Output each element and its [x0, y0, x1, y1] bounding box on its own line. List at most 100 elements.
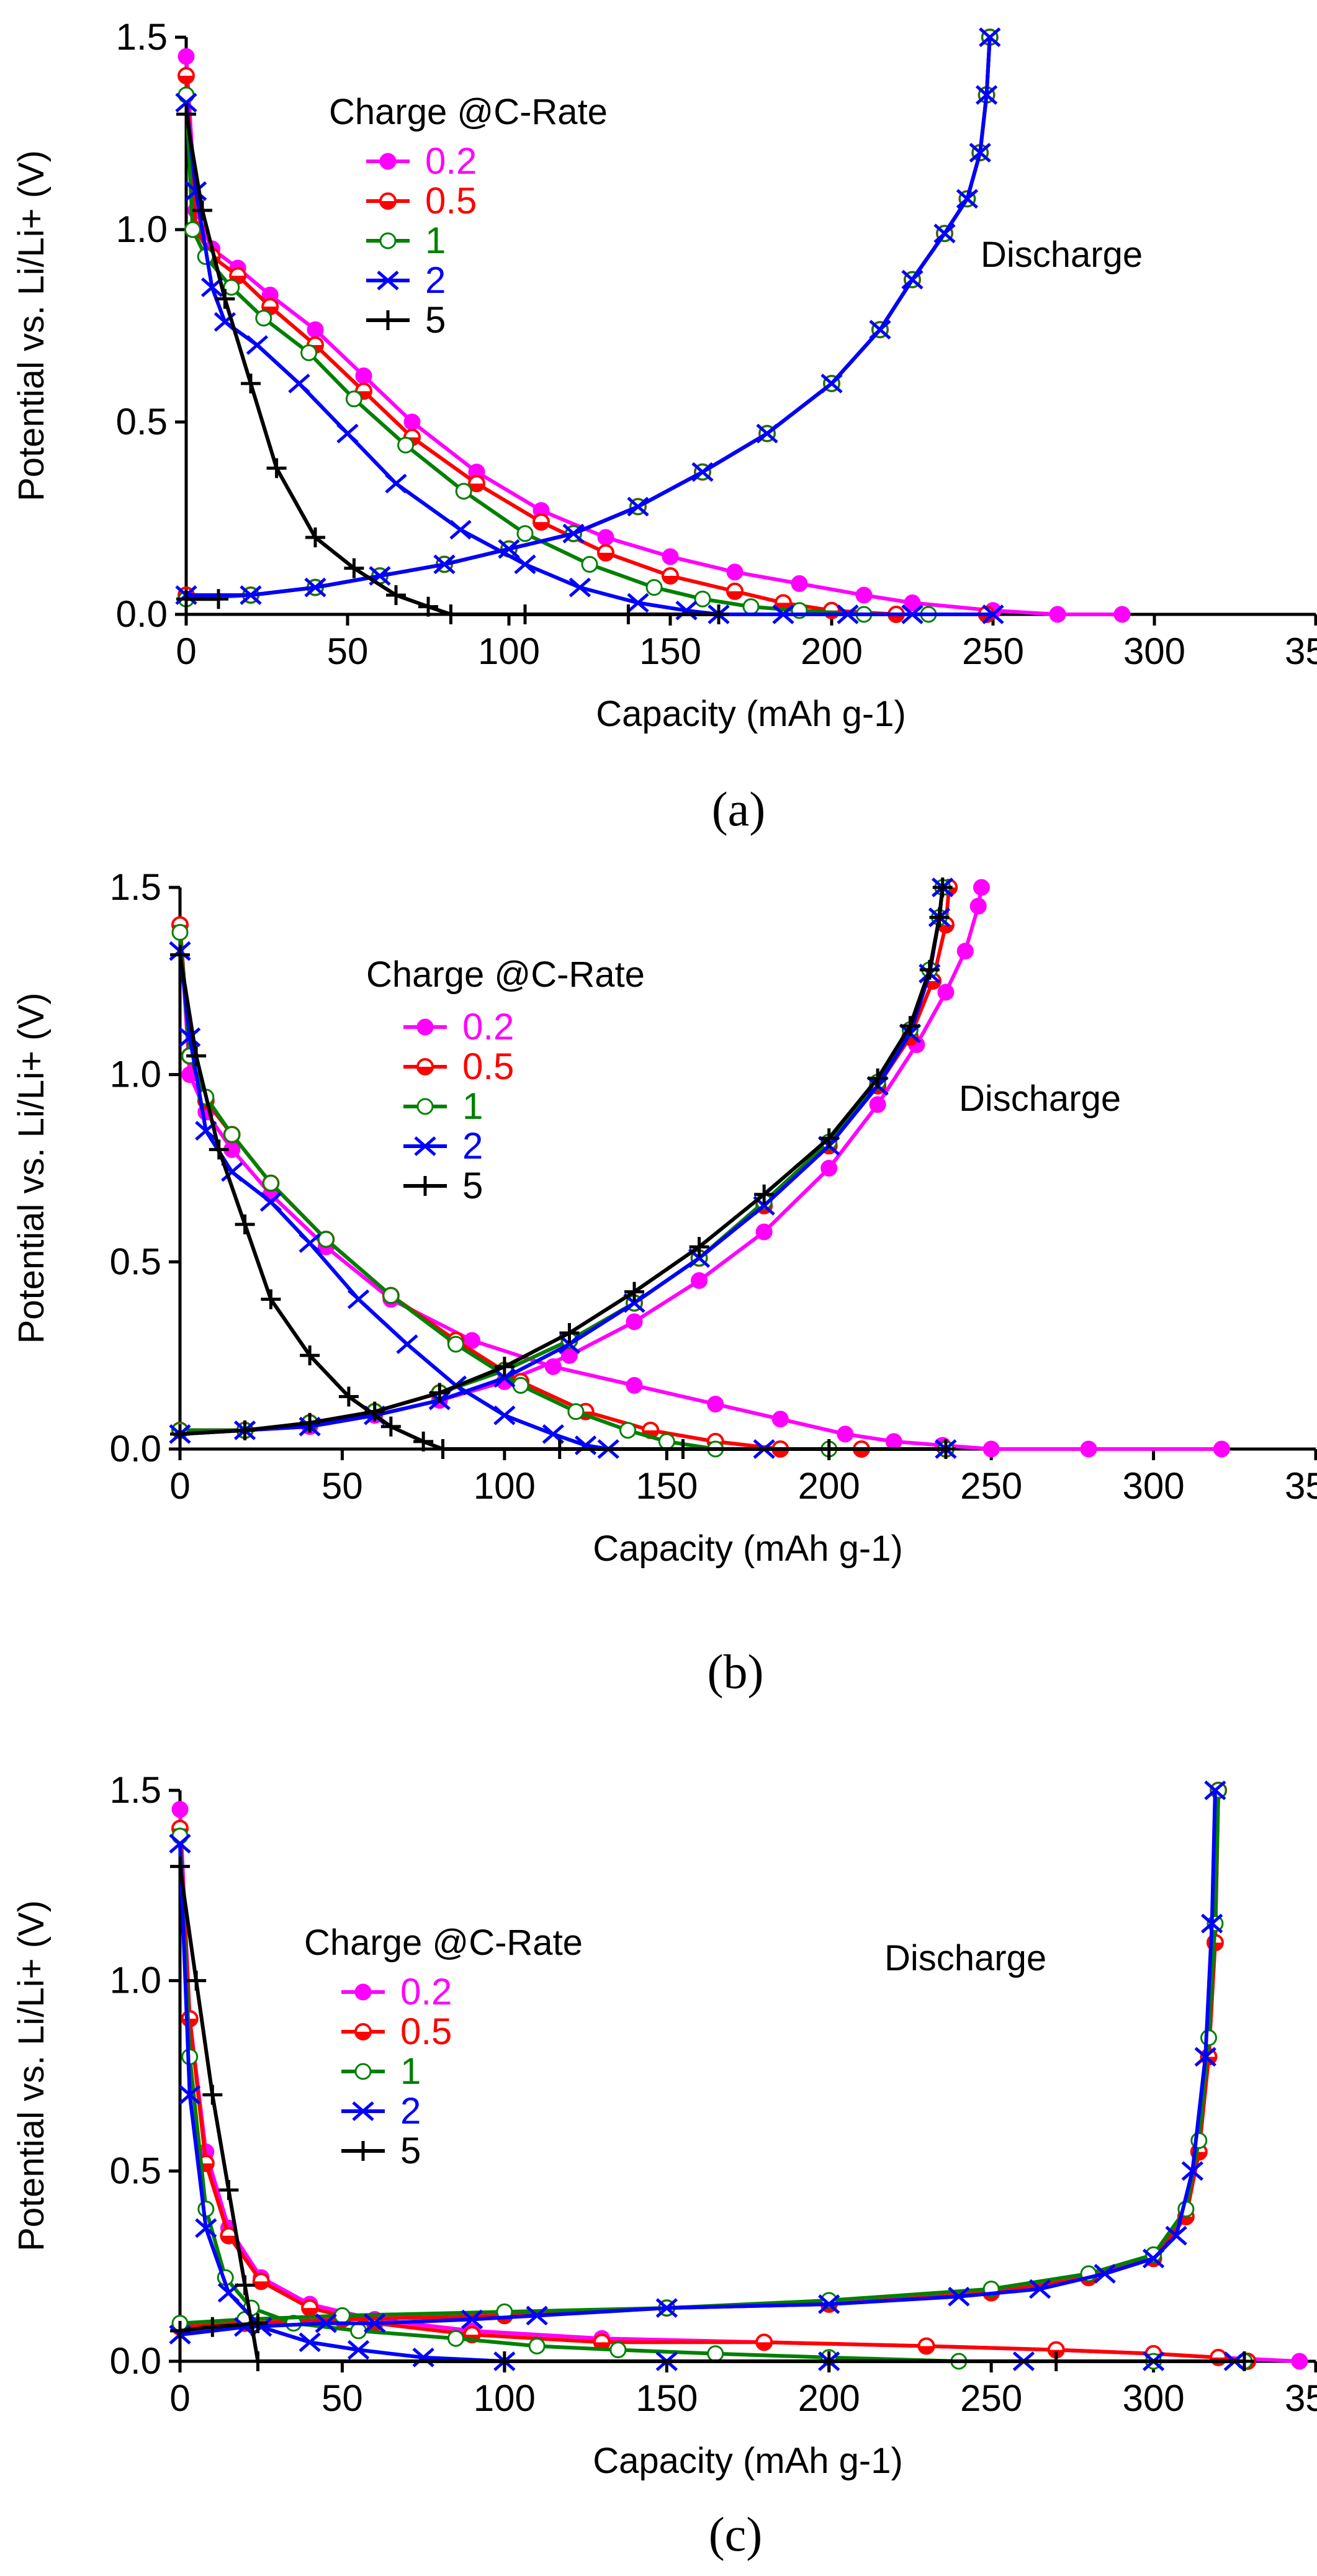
chart-panel-a: 0 50 100 150 200 250 300 350 0.0 0.5 1.0 1.5 Capacit… [11, 16, 1317, 836]
x-tick-label: 350 [1285, 631, 1317, 672]
series-0_2 [171, 1782, 1308, 2370]
data-point [726, 563, 744, 581]
data-point [382, 1287, 400, 1304]
x-tick-label: 350 [1285, 1465, 1317, 1507]
legend-marker [353, 2141, 373, 2161]
series-line-discharge [178, 1788, 1217, 2337]
panel-label: (c) [709, 2507, 763, 2561]
data-point [515, 604, 535, 624]
data-point [597, 529, 614, 546]
data-point [691, 462, 714, 482]
x-tick-label: 100 [474, 1465, 536, 1507]
data-point [461, 2309, 483, 2330]
data-point [929, 907, 950, 928]
annotation-discharge: Discharge [981, 235, 1143, 275]
data-point [347, 2340, 370, 2360]
data-point [217, 2282, 240, 2303]
data-point [170, 2320, 190, 2341]
data-point [900, 1016, 920, 1036]
data-point [195, 2218, 217, 2238]
x-tick-label: 300 [1123, 2377, 1185, 2419]
data-point [336, 423, 359, 444]
data-point [386, 585, 406, 605]
data-point [418, 596, 438, 617]
data-point [597, 544, 614, 562]
x-tick-label: 0 [176, 631, 196, 672]
data-point [350, 2322, 367, 2340]
data-point [202, 2085, 223, 2105]
series-0_2 [171, 879, 1230, 1458]
data-point [169, 1833, 191, 1854]
data-point [178, 67, 195, 84]
data-point [975, 85, 998, 105]
data-point [756, 423, 778, 444]
x-tick-label: 50 [321, 1465, 363, 1507]
data-point [412, 2347, 434, 2367]
data-point [176, 589, 196, 609]
x-tick-label: 150 [636, 1465, 698, 1507]
data-point [1028, 2279, 1051, 2299]
data-point [726, 582, 744, 600]
data-point [549, 1439, 570, 1459]
series-line-charge [178, 930, 948, 1451]
data-point [837, 604, 859, 624]
data-point [691, 1272, 708, 1289]
data-point [171, 1801, 189, 1818]
data-point [307, 321, 324, 338]
data-point [1204, 1780, 1226, 1800]
data-point [932, 877, 953, 897]
data-point [626, 1376, 643, 1394]
x-axis-label: Capacity (mAh g-1) [593, 1528, 903, 1569]
data-point [772, 604, 794, 624]
legend-label: 0.2 [400, 1971, 452, 2013]
x-tick-label: 250 [960, 2377, 1022, 2419]
x-tick-label: 300 [1123, 1465, 1185, 1507]
legend-marker [354, 2063, 372, 2080]
data-point [262, 1175, 279, 1192]
data-point [176, 104, 196, 124]
data-point [441, 604, 461, 624]
series-line-charge [178, 949, 948, 1451]
legend-label: 1 [400, 2050, 421, 2092]
data-point [1046, 2351, 1066, 2371]
panel-label: (a) [712, 782, 766, 836]
y-tick-label: 0.5 [110, 1241, 161, 1282]
legend-label: 2 [400, 2090, 421, 2132]
x-tick-label: 150 [639, 631, 701, 672]
data-point [380, 1416, 401, 1437]
y-axis-label: Potential vs. Li/Li+ (V) [11, 150, 52, 501]
data-point [299, 1233, 321, 1254]
data-point [618, 604, 639, 624]
data-point [514, 554, 536, 575]
legend-marker [354, 1983, 372, 2001]
data-point [933, 223, 956, 244]
data-point [819, 1439, 839, 1459]
y-tick-label: 0.0 [116, 593, 168, 635]
data-point [528, 2337, 546, 2354]
data-point [1142, 2248, 1165, 2269]
data-point [1194, 2047, 1216, 2067]
chart-panel-c: 0 50 100 150 200 250 300 350 0.0 0.5 1.0 1.5 Capacit… [11, 1769, 1317, 2561]
data-point [626, 1313, 643, 1331]
data-point [403, 413, 421, 431]
data-point [562, 523, 585, 544]
data-point [266, 458, 287, 478]
series-line-discharge [178, 1788, 1221, 2325]
data-point [184, 221, 201, 238]
x-tick-label: 100 [478, 631, 540, 672]
data-point [624, 1281, 644, 1302]
data-point [581, 555, 598, 573]
data-point [429, 1383, 450, 1403]
data-point [220, 2227, 238, 2245]
series-0_2 [178, 29, 1131, 623]
data-point [901, 269, 924, 290]
data-point [973, 879, 990, 896]
data-point [494, 1357, 515, 1377]
data-point [364, 1401, 385, 1422]
data-point [1213, 1440, 1230, 1458]
legend-marker [416, 1058, 434, 1075]
series-line-charge [178, 1807, 1301, 2363]
panel-label: (b) [708, 1645, 764, 1699]
